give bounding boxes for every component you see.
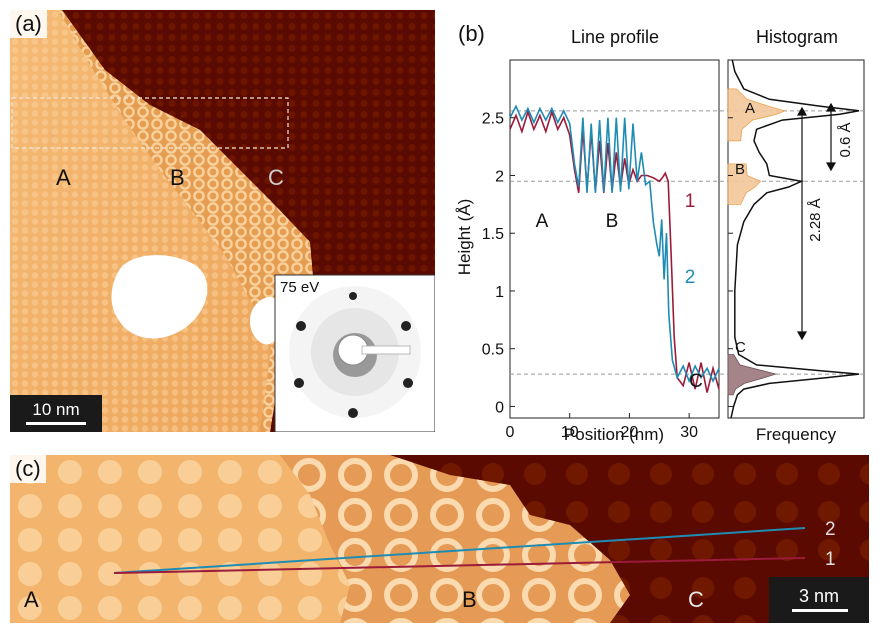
profile-line-2 [113,527,806,574]
height-arrows [796,102,837,341]
line-profile-title: Line profile [571,27,659,47]
annotation-0-6: 0.6 Å [837,122,854,157]
leed-inset: 75 eV [274,274,436,433]
c-region-b: B [462,587,477,612]
y-tick-label-0: 0 [495,399,504,416]
histogram-curve [730,59,860,419]
svg-text:10 nm: 10 nm [32,400,79,419]
profile-line-2-label: 2 [825,519,836,540]
histogram-x-label: Frequency [756,425,837,444]
region-c-label: C [268,165,284,190]
scale-bar-c: 3 nm [769,577,869,623]
y-tick-label-4: 2 [495,168,504,185]
line-profile-and-histogram: (b) Line profile Histogram 00.511.522.5 … [455,21,865,444]
series-1-line [509,109,720,393]
scale-bar-a: 10 nm [10,395,102,432]
x-tick-label-1: 10 [561,424,579,441]
region-b-label: B [170,165,185,190]
y-tick-label-5: 2.5 [482,111,504,128]
hist-peak-c: C [735,339,746,356]
stm-image-c: 2 1 A B C 3 nm [10,455,869,623]
region-a-label: A [56,165,71,190]
panel-a-label: (a) [10,10,47,38]
histogram-axes [727,59,865,419]
hist-peak-a: A [745,100,755,117]
histogram-title: Histogram [756,27,838,47]
inset-energy-label: 75 eV [280,279,319,296]
profile-line-1-label: 1 [825,549,836,570]
stm-image-a: 75 eV A B C 10 nm [10,10,436,433]
x-tick-label-3: 30 [680,424,698,441]
profile-line-1 [113,557,806,574]
x-axis-label: Position (nm) [564,425,664,444]
profile-region-c: C [689,371,703,392]
x-tick-label-0: 0 [506,424,515,441]
x-tick-label-2: 20 [621,424,639,441]
hist-fill-a [727,88,786,142]
series-1-label: 1 [685,191,696,212]
hist-fill-c [727,354,778,396]
y-axis-label: Height (Å) [455,199,474,276]
panel-b: (b) Line profile Histogram 0 0.5 1 1.5 2 2.5 … [440,5,884,445]
annotation-2-28: 2.28 Å [807,198,824,241]
series-2-line [509,104,720,384]
y-tick-label-1: 0.5 [482,342,504,359]
panel-a: 75 eV A B C 10 nm (a) [10,10,436,433]
panel-c: 2 1 A B C 3 nm (c) [10,455,869,623]
c-region-c: C [688,587,704,612]
hist-fill-b [727,163,762,205]
series-2-label: 2 [685,267,696,288]
c-region-a: A [24,587,39,612]
line-profile-axes [509,59,720,419]
profile-region-box [11,97,289,149]
svg-text:3 nm: 3 nm [799,586,839,606]
panel-b-label: (b) [458,21,485,46]
profile-region-a: A [536,211,549,232]
y-tick-label-2: 1 [495,284,504,301]
hist-peak-b: B [735,161,745,178]
profile-region-b: B [606,211,619,232]
panel-c-label: (c) [10,455,46,483]
y-tick-label-3: 1.5 [482,226,504,243]
